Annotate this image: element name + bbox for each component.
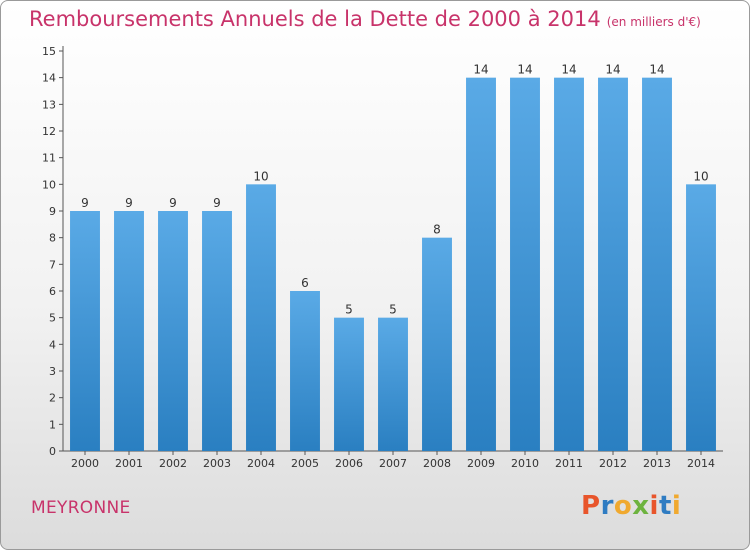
- proxiti-logo: Proxiti: [581, 491, 682, 521]
- bar: [598, 77, 628, 452]
- chart-title-text: Remboursements Annuels de la Dette de 20…: [29, 7, 601, 31]
- bar-value-label: 6: [301, 276, 309, 290]
- x-tick-label: 2010: [511, 457, 539, 470]
- bar: [114, 211, 144, 451]
- commune-name: MEYRONNE: [31, 498, 131, 518]
- bar-value-label: 14: [605, 63, 620, 77]
- x-tick-label: 2003: [203, 457, 231, 470]
- y-tick-label: 13: [42, 98, 56, 111]
- y-tick-label: 15: [42, 45, 56, 58]
- x-tick-label: 2005: [291, 457, 319, 470]
- y-tick-label: 9: [49, 205, 56, 218]
- y-tick-label: 14: [42, 72, 56, 85]
- bar-value-label: 8: [433, 223, 441, 237]
- x-tick-label: 2002: [159, 457, 187, 470]
- chart-title: Remboursements Annuels de la Dette de 20…: [29, 7, 701, 31]
- bar-value-label: 9: [213, 196, 221, 210]
- x-tick-label: 2006: [335, 457, 363, 470]
- bar: [642, 77, 672, 452]
- bar-value-label: 5: [345, 303, 353, 317]
- bar-value-label: 9: [125, 196, 133, 210]
- chart-title-unit: (en milliers d'€): [606, 15, 701, 29]
- x-tick-label: 2008: [423, 457, 451, 470]
- bar: [510, 77, 540, 452]
- bar: [554, 77, 584, 452]
- bar-value-label: 9: [169, 196, 177, 210]
- bar: [158, 211, 188, 451]
- bar: [422, 237, 452, 451]
- bar: [202, 211, 232, 451]
- bar-value-label: 10: [253, 169, 268, 183]
- x-tick-label: 2004: [247, 457, 275, 470]
- y-tick-label: 4: [49, 338, 56, 351]
- y-tick-label: 10: [42, 178, 56, 191]
- chart-bars: [70, 77, 716, 452]
- x-tick-label: 2001: [115, 457, 143, 470]
- bar-value-label: 10: [693, 169, 708, 183]
- bar-value-label: 5: [389, 303, 397, 317]
- y-tick-label: 11: [42, 152, 56, 165]
- bar: [686, 184, 716, 452]
- bar: [466, 77, 496, 452]
- bar-value-label: 14: [649, 63, 664, 77]
- y-tick-label: 3: [49, 365, 56, 378]
- x-tick-label: 2000: [71, 457, 99, 470]
- x-tick-label: 2009: [467, 457, 495, 470]
- x-tick-label: 2012: [599, 457, 627, 470]
- y-tick-label: 8: [49, 232, 56, 245]
- bar-value-label: 14: [561, 63, 576, 77]
- bar-value-label: 14: [473, 63, 488, 77]
- x-tick-label: 2011: [555, 457, 583, 470]
- y-tick-label: 0: [49, 445, 56, 458]
- y-tick-label: 1: [49, 418, 56, 431]
- bar: [70, 211, 100, 451]
- y-tick-label: 6: [49, 285, 56, 298]
- y-tick-label: 7: [49, 258, 56, 271]
- chart-value-labels: 9 9 9 9 10 6 5 5 8 14 14 14 14 14 10: [81, 63, 708, 317]
- bar: [334, 317, 364, 451]
- bar: [378, 317, 408, 451]
- bar-value-label: 14: [517, 63, 532, 77]
- bar-value-label: 9: [81, 196, 89, 210]
- y-tick-label: 2: [49, 392, 56, 405]
- bar: [290, 291, 320, 451]
- y-tick-label: 5: [49, 312, 56, 325]
- bar: [246, 184, 276, 452]
- x-tick-label: 2013: [643, 457, 671, 470]
- x-tick-label: 2014: [687, 457, 715, 470]
- y-tick-label: 12: [42, 125, 56, 138]
- x-tick-label: 2007: [379, 457, 407, 470]
